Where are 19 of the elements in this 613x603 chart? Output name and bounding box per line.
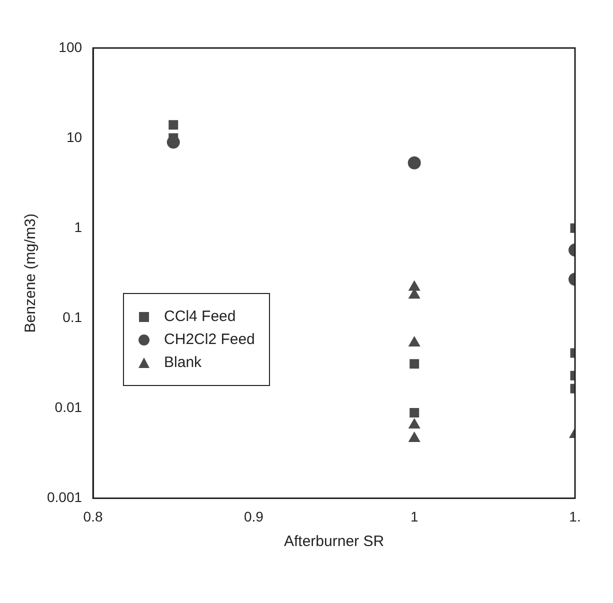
x-tick-label: 0.9 (244, 508, 264, 524)
point (408, 432, 420, 442)
y-tick-label: 0.001 (46, 489, 82, 506)
x-tick-label: 0.8 (83, 508, 103, 524)
point (408, 336, 420, 346)
y-tick-label: 0.1 (62, 308, 82, 325)
point (408, 418, 420, 429)
x-tick-label: 1 (410, 508, 418, 524)
y-axis-title: Benzene (mg/m3) (22, 213, 40, 333)
y-tick-label: 0.01 (54, 399, 82, 416)
y-tick-label: 1 (74, 218, 82, 235)
legend-label: CCl4 Feed (164, 308, 236, 326)
point (408, 280, 420, 291)
y-tick-label: 10 (66, 128, 82, 145)
y-tick-label: 100 (58, 38, 82, 55)
x-axis-title: Afterburner SR (284, 533, 384, 550)
x-tick-label: 1. (569, 508, 581, 524)
legend-label: CH2Cl2 Feed (164, 331, 255, 348)
legend-label: Blank (164, 354, 202, 372)
